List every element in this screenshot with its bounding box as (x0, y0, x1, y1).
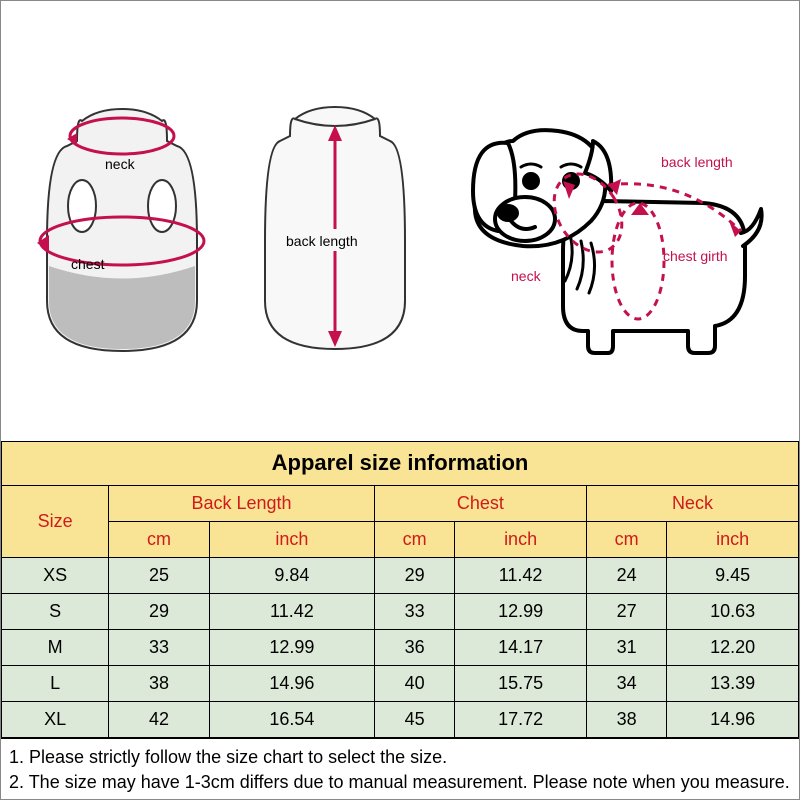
cell: 13.39 (667, 665, 799, 701)
table-row: XL 42 16.54 45 17.72 38 14.96 (2, 701, 799, 737)
table-unit-row: cm inch cm inch cm inch (2, 521, 799, 557)
col-backlength: Back Length (109, 485, 375, 521)
cell: 25 (109, 557, 210, 593)
table-title: Apparel size information (2, 441, 799, 485)
cell: 38 (109, 665, 210, 701)
shirt-back-svg: back length (250, 91, 420, 361)
table-row: S 29 11.42 33 12.99 27 10.63 (2, 593, 799, 629)
cell: 12.99 (455, 593, 587, 629)
unit-cell: cm (586, 521, 666, 557)
cell: 14.96 (667, 701, 799, 737)
shirt-front-svg: neck chest (27, 91, 217, 361)
col-chest: Chest (374, 485, 586, 521)
dog-label-chest: chest girth (663, 248, 728, 264)
cell-size: XL (2, 701, 109, 737)
diagram-shirt-front: neck chest (27, 91, 217, 361)
cell: 29 (109, 593, 210, 629)
cell-size: S (2, 593, 109, 629)
size-table: Apparel size information Size Back Lengt… (1, 441, 799, 738)
table-row: M 33 12.99 36 14.17 31 12.20 (2, 629, 799, 665)
size-chart-container: neck chest back length (0, 0, 800, 800)
dog-label-back: back length (661, 154, 733, 170)
col-size: Size (2, 485, 109, 557)
cell: 12.99 (209, 629, 374, 665)
table-row: XS 25 9.84 29 11.42 24 9.45 (2, 557, 799, 593)
label-neck: neck (105, 156, 136, 172)
cell: 11.42 (455, 557, 587, 593)
cell: 34 (586, 665, 666, 701)
col-neck: Neck (586, 485, 798, 521)
cell: 16.54 (209, 701, 374, 737)
cell-size: M (2, 629, 109, 665)
cell: 45 (374, 701, 454, 737)
cell: 36 (374, 629, 454, 665)
cell: 10.63 (667, 593, 799, 629)
diagram-shirt-back: back length (250, 91, 420, 361)
unit-cell: inch (209, 521, 374, 557)
table-row: L 38 14.96 40 15.75 34 13.39 (2, 665, 799, 701)
table-body: XS 25 9.84 29 11.42 24 9.45 S 29 11.42 3… (2, 557, 799, 737)
diagram-dog: neck back length chest girth (453, 81, 773, 371)
unit-cell: inch (667, 521, 799, 557)
cell: 14.17 (455, 629, 587, 665)
cell: 15.75 (455, 665, 587, 701)
unit-cell: cm (109, 521, 210, 557)
cell: 11.42 (209, 593, 374, 629)
cell: 33 (109, 629, 210, 665)
cell: 9.45 (667, 557, 799, 593)
cell: 29 (374, 557, 454, 593)
cell: 38 (586, 701, 666, 737)
notes-block: 1. Please strictly follow the size chart… (1, 738, 799, 799)
cell-size: L (2, 665, 109, 701)
cell-size: XS (2, 557, 109, 593)
unit-cell: inch (455, 521, 587, 557)
diagram-row: neck chest back length (1, 1, 799, 441)
dog-label-neck: neck (511, 268, 542, 284)
label-backlength: back length (286, 233, 358, 249)
note-line: 1. Please strictly follow the size chart… (9, 745, 791, 770)
size-table-wrap: Apparel size information Size Back Lengt… (1, 441, 799, 799)
cell: 17.72 (455, 701, 587, 737)
unit-cell: cm (374, 521, 454, 557)
note-line: 2. The size may have 1-3cm differs due t… (9, 770, 791, 795)
cell: 12.20 (667, 629, 799, 665)
table-title-row: Apparel size information (2, 441, 799, 485)
label-chest: chest (71, 256, 105, 272)
table-group-row: Size Back Length Chest Neck (2, 485, 799, 521)
cell: 9.84 (209, 557, 374, 593)
cell: 42 (109, 701, 210, 737)
cell: 40 (374, 665, 454, 701)
dog-svg: neck back length chest girth (453, 81, 773, 371)
cell: 24 (586, 557, 666, 593)
cell: 14.96 (209, 665, 374, 701)
cell: 31 (586, 629, 666, 665)
cell: 27 (586, 593, 666, 629)
cell: 33 (374, 593, 454, 629)
